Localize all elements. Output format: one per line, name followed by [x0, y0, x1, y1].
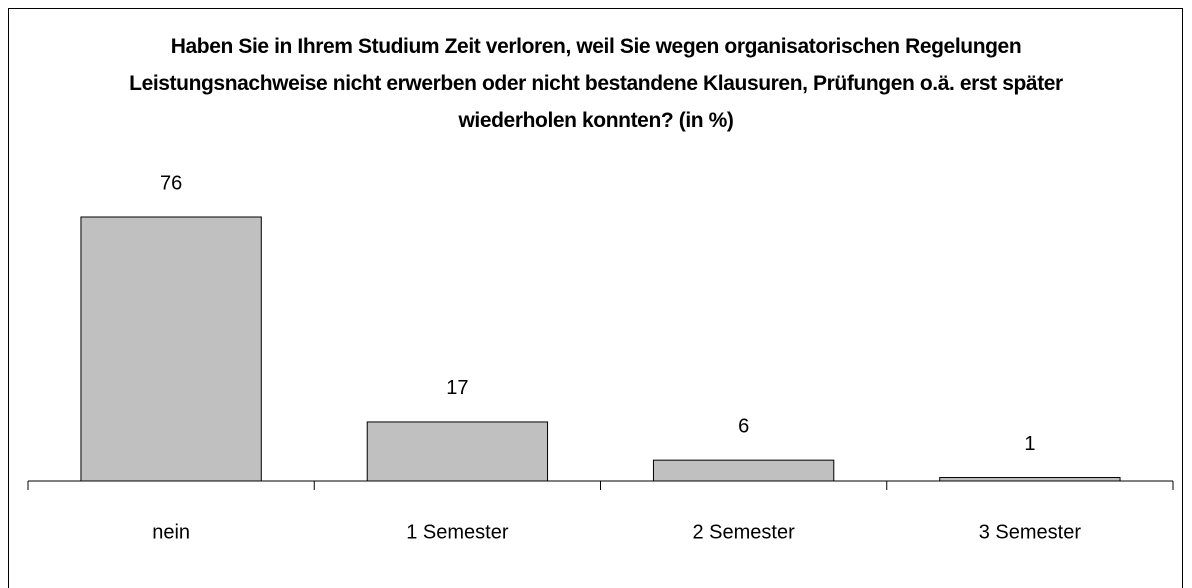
data-label: 17: [446, 377, 468, 399]
x-tick-label: 1 Semester: [406, 521, 509, 543]
x-tick-label: 3 Semester: [979, 521, 1082, 543]
chart-frame: [8, 8, 1183, 588]
bar: [652, 459, 835, 482]
bar: [366, 421, 549, 482]
x-tick-label: nein: [152, 521, 190, 543]
x-tick-label: 2 Semester: [692, 521, 795, 543]
bar: [939, 477, 1121, 482]
chart-title: Haben Sie in Ihrem Studium Zeit verloren…: [129, 35, 1063, 132]
bar: [80, 216, 262, 482]
data-label: 76: [160, 172, 182, 194]
data-label: 1: [1024, 433, 1035, 455]
data-label: 6: [738, 415, 749, 437]
